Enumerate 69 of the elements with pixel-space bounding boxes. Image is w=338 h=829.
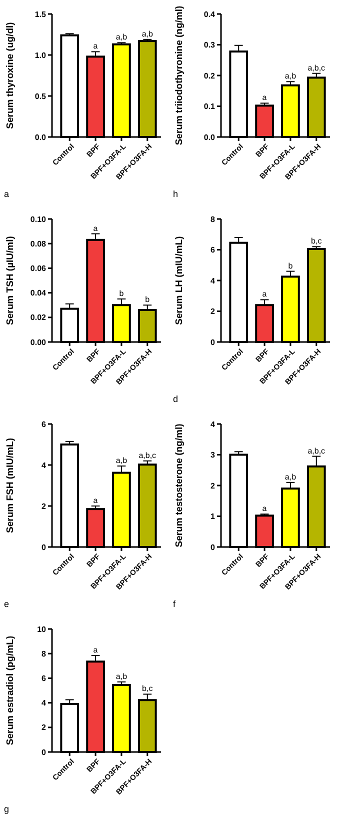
y-tick-label: 6 [42,674,47,683]
annotation: a [93,224,98,233]
y-tick-label: 0.08 [30,239,47,248]
y-tick-label: 0.0 [34,132,47,142]
y-tick-label: 0.3 [204,40,216,50]
annotation: a,b [142,29,154,38]
text: g [4,804,10,814]
y-tick-label: 6 [42,420,47,429]
y-tick-label: 4 [210,276,216,286]
y-tick-label: 10 [37,624,47,634]
annotation: a [262,93,268,102]
annotation: b [119,288,124,298]
y-tick-label: 3 [210,450,216,460]
y-tick-label: 0.1 [204,102,216,112]
text: a [4,189,10,199]
y-tick-label: 0 [210,338,216,347]
y-tick-label: 1.5 [34,10,47,19]
annotation: a,b,c [308,63,326,72]
y-tick-label: 2 [42,502,47,511]
y-tick-label: 4 [210,420,216,429]
y-tick-label: 0.00 [30,338,47,347]
y-tick-label: 0 [42,748,47,757]
y-tick-label: 0.2 [204,71,216,80]
y-axis-title: Serum triiodothyronine (ng/ml) [174,6,185,146]
annotation: b,c [142,684,153,694]
annotation: a,b [284,472,297,482]
annotation: b [145,295,150,304]
y-tick-label: 0.02 [30,313,47,322]
y-axis-title: Serum thyroxine (ug/dl) [5,22,16,129]
annotation: a,b,c [308,446,326,456]
y-tick-label: 4 [42,460,47,470]
y-tick-label: 0.04 [30,288,47,298]
y-tick-label: 0.10 [30,214,47,224]
y-tick-label: 1 [210,512,216,522]
annotation: a,b [116,672,128,681]
annotation: a,b,c [138,450,156,460]
y-tick-label: 8 [210,214,216,224]
y-tick-label: 8 [42,649,47,658]
text: e [4,599,10,609]
y-tick-label: 0 [42,542,47,552]
annotation: a,b [116,32,128,42]
y-tick-label: 2 [210,307,216,316]
y-tick-label: 0.5 [34,92,47,101]
y-tick-label: 0 [210,542,216,552]
annotation: b [288,261,294,270]
y-axis-title: Serum LH (mIU/mL) [174,236,185,325]
text: f [173,599,176,609]
annotation: a,b [284,72,297,81]
annotation: a [262,290,268,299]
y-tick-label: 0.4 [204,10,216,19]
annotation: a [93,42,98,51]
y-axis-title: Serum estradiol (pg/mL) [5,636,16,746]
y-tick-label: 2 [42,723,47,732]
text: d [173,394,178,404]
y-axis-title: Serum TSH (µIU/ml) [5,236,16,325]
y-tick-label: 6 [210,246,216,255]
annotation: a [93,496,98,505]
y-tick-label: 2 [210,481,216,490]
y-tick-label: 4 [42,698,47,708]
y-tick-label: 0.06 [30,264,47,273]
y-tick-label: 1.0 [34,50,47,60]
y-tick-label: 0.0 [204,132,216,142]
annotation: b,c [311,236,322,246]
annotation: a,b [116,456,128,466]
y-axis-title: Serum FSH (mIU/mL) [5,438,16,534]
text: h [173,189,178,199]
annotation: a [262,504,268,514]
y-axis-title: Serum testosterone (ng/ml) [174,424,185,548]
annotation: a [93,645,98,654]
